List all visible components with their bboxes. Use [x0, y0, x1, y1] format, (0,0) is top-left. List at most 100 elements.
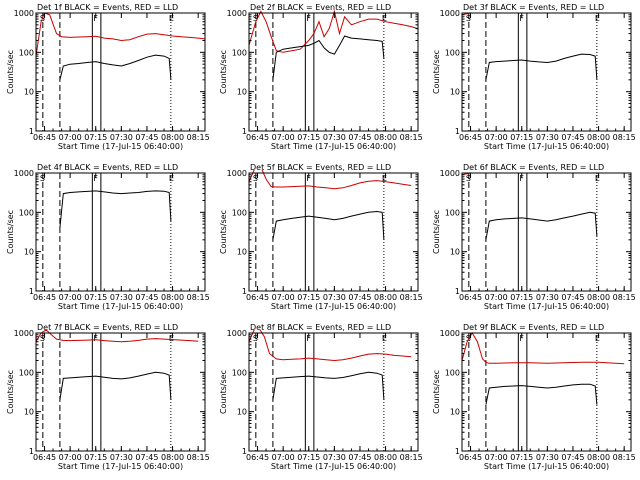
chart-title: Det 4f BLACK = Events, RED = LLD — [37, 163, 178, 172]
y-axis: 1 10 100 1000 — [440, 169, 631, 296]
series-events-line — [485, 383, 598, 405]
x-axis: 06:45 07:00 07:15 07:30 07:45 08:00 08:15 — [246, 333, 423, 462]
detector-panel-6f: Det 6f BLACK = Events, RED = LLD S F E 1 10 10… — [426, 160, 639, 320]
marker-f-label: F — [93, 14, 98, 23]
x-tick-label: 08:00 — [587, 453, 610, 462]
x-tick-label: 07:00 — [485, 133, 508, 142]
marker-s-label: S — [466, 334, 471, 343]
x-tick-label: 08:00 — [587, 293, 610, 302]
x-tick-label: 07:30 — [536, 133, 559, 142]
y-tick-label: 100 — [232, 48, 247, 57]
x-tick-label: 08:15 — [400, 293, 423, 302]
detector-panel-4f: Det 4f BLACK = Events, RED = LLD S F E 1 10 10… — [0, 160, 213, 320]
x-axis-label: Start Time (17-Jul-15 06:40:00) — [58, 302, 183, 311]
x-axis-label: Start Time (17-Jul-15 06:40:00) — [58, 142, 183, 151]
y-tick-label: 10 — [237, 408, 247, 417]
marker-f-label: F — [93, 334, 98, 343]
marker-s-label: S — [253, 334, 258, 343]
y-tick-label: 10 — [450, 248, 460, 257]
y-tick-label: 100 — [19, 368, 34, 377]
x-tick-label: 07:45 — [348, 133, 371, 142]
x-tick-label: 07:15 — [84, 453, 107, 462]
plot-frame — [35, 332, 206, 452]
chart-svg: Det 6f BLACK = Events, RED = LLD S F E 1 10 10… — [432, 163, 636, 311]
x-axis-label: Start Time (17-Jul-15 06:40:00) — [271, 302, 396, 311]
x-tick-label: 07:45 — [348, 293, 371, 302]
chart-title: Det 8f BLACK = Events, RED = LLD — [250, 323, 391, 332]
x-tick-label: 07:00 — [272, 133, 295, 142]
x-tick-label: 07:45 — [348, 453, 371, 462]
y-tick-label: 10 — [24, 88, 34, 97]
y-tick-label: 1 — [29, 127, 34, 136]
x-axis: 06:45 07:00 07:15 07:30 07:45 08:00 08:15 — [246, 13, 423, 142]
marker-e-label: E — [595, 14, 600, 23]
x-axis-label: Start Time (17-Jul-15 06:40:00) — [484, 462, 609, 471]
x-tick-label: 07:15 — [297, 133, 320, 142]
y-tick-label: 100 — [445, 208, 460, 217]
x-tick-label: 07:45 — [135, 293, 158, 302]
y-axis-label: Counts/sec — [219, 370, 228, 414]
x-tick-label: 07:00 — [272, 293, 295, 302]
time-markers — [255, 13, 385, 131]
y-axis-label: Counts/sec — [6, 370, 15, 414]
x-tick-label: 08:00 — [374, 133, 397, 142]
series-group — [59, 190, 172, 229]
marker-s-label: S — [253, 174, 258, 183]
y-tick-label: 100 — [232, 368, 247, 377]
x-tick-label: 06:45 — [33, 133, 56, 142]
marker-f-label: F — [306, 174, 311, 183]
detector-panel-9f: Det 9f BLACK = Events, RED = LLD S F E 1 10 10… — [426, 320, 639, 480]
chart-svg: Det 8f BLACK = Events, RED = LLD S F E 1 10 10… — [219, 323, 423, 471]
x-tick-label: 08:15 — [187, 453, 210, 462]
chart-svg: Det 4f BLACK = Events, RED = LLD S F E 1 10 10… — [6, 163, 210, 311]
marker-e-label: E — [382, 14, 387, 23]
time-markers — [42, 13, 172, 131]
x-axis: 06:45 07:00 07:15 07:30 07:45 08:00 08:15 — [246, 173, 423, 302]
y-tick-label: 1000 — [227, 169, 247, 178]
x-axis: 06:45 07:00 07:15 07:30 07:45 08:00 08:15 — [33, 173, 210, 302]
detector-panel-5f: Det 5f BLACK = Events, RED = LLD S F E 1 10 10… — [213, 160, 426, 320]
series-group — [249, 330, 412, 400]
marker-e-label: E — [382, 334, 387, 343]
marker-f-label: F — [93, 174, 98, 183]
y-tick-label: 10 — [237, 88, 247, 97]
x-tick-label: 06:45 — [246, 293, 269, 302]
x-tick-label: 08:15 — [400, 453, 423, 462]
x-tick-label: 08:15 — [613, 453, 636, 462]
series-lld-line — [36, 330, 199, 343]
y-tick-label: 1 — [29, 447, 34, 456]
x-tick-label: 07:30 — [110, 293, 133, 302]
x-axis-label: Start Time (17-Jul-15 06:40:00) — [484, 302, 609, 311]
y-tick-label: 100 — [232, 208, 247, 217]
plot-frame — [461, 12, 632, 132]
time-markers — [468, 173, 598, 291]
series-lld-line — [249, 330, 412, 362]
y-tick-label: 1000 — [14, 169, 34, 178]
x-tick-label: 06:45 — [246, 133, 269, 142]
x-tick-label: 07:45 — [561, 453, 584, 462]
y-axis-label: Counts/sec — [432, 370, 441, 414]
detector-panel-3f: Det 3f BLACK = Events, RED = LLD S F E 1 10 10… — [426, 0, 639, 160]
marker-e-label: E — [169, 174, 174, 183]
x-tick-label: 08:15 — [613, 133, 636, 142]
x-tick-label: 07:45 — [561, 293, 584, 302]
y-axis-label: Counts/sec — [6, 210, 15, 254]
time-markers — [468, 13, 598, 131]
x-tick-label: 08:00 — [161, 453, 184, 462]
x-tick-label: 07:15 — [510, 133, 533, 142]
y-axis: 1 10 100 1000 — [14, 169, 205, 296]
x-axis: 06:45 07:00 07:15 07:30 07:45 08:00 08:15 — [33, 333, 210, 462]
x-tick-label: 07:00 — [59, 293, 82, 302]
x-axis-label: Start Time (17-Jul-15 06:40:00) — [271, 462, 396, 471]
time-markers — [42, 333, 172, 451]
detector-panel-7f: Det 7f BLACK = Events, RED = LLD S F E 1 10 10… — [0, 320, 213, 480]
series-group — [36, 12, 205, 80]
series-lld-line — [36, 12, 205, 57]
chart-title: Det 9f BLACK = Events, RED = LLD — [463, 323, 604, 332]
marker-f-label: F — [306, 334, 311, 343]
series-events-line — [272, 371, 385, 400]
chart-title: Det 5f BLACK = Events, RED = LLD — [250, 163, 391, 172]
series-events-line — [272, 210, 385, 240]
x-tick-label: 06:45 — [246, 453, 269, 462]
x-tick-label: 07:30 — [323, 133, 346, 142]
